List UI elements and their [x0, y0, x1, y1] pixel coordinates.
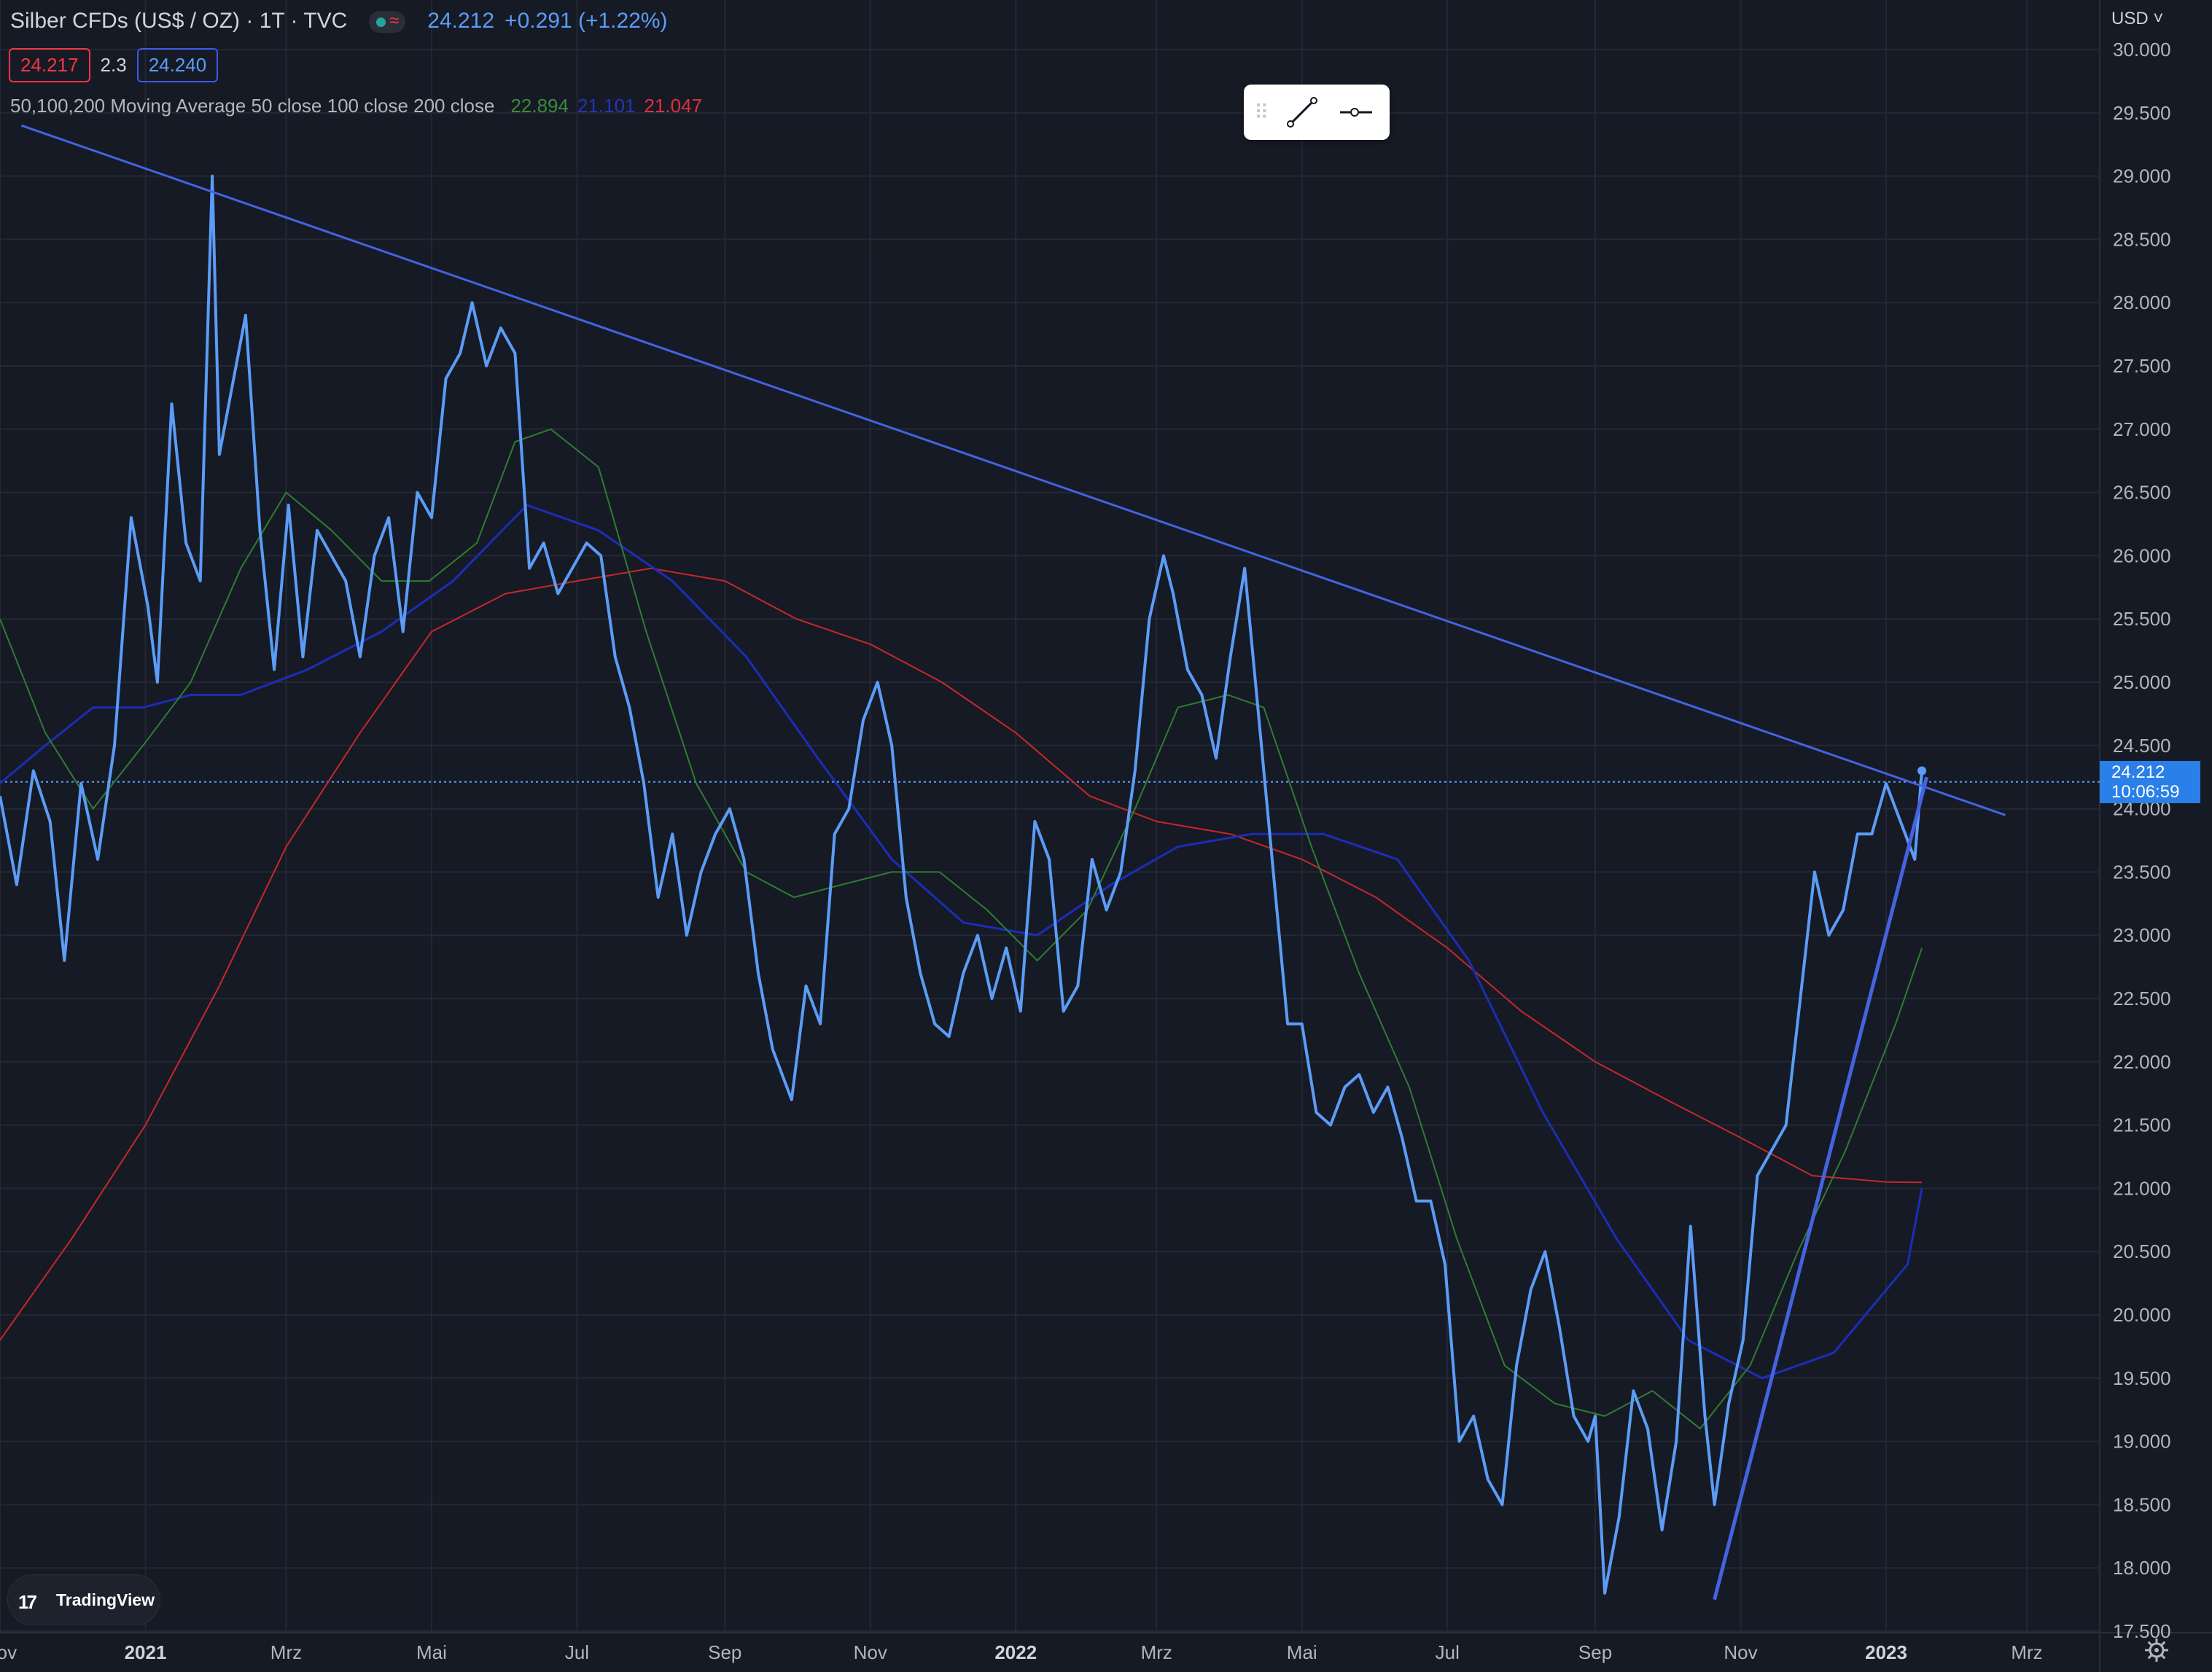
price-tick-label: 29.000 [2113, 165, 2171, 187]
chevron-down-icon: ˅ [2153, 9, 2164, 28]
market-status-badge[interactable]: ≈ [369, 11, 406, 34]
time-tick-label: Mai [416, 1641, 447, 1663]
bar-countdown: 10:06:59 [2111, 781, 2180, 802]
ma50-value: 22.894 [510, 95, 569, 117]
drawing-toolbar[interactable]: ⠿ [1244, 85, 1390, 140]
price-tick-label: 22.500 [2113, 988, 2171, 1009]
time-tick-label: Sep [1578, 1641, 1612, 1663]
ma-label: 50,100,200 Moving Average 50 close 100 c… [10, 95, 495, 117]
series-ma100 [0, 504, 1923, 1380]
price-tick-label: 29.500 [2113, 102, 2171, 124]
wave-icon: ≈ [389, 11, 400, 31]
tradingview-mark-icon: 17 [18, 1591, 37, 1613]
price-tick-label: 25.500 [2113, 608, 2171, 630]
time-tick-label: Nov [854, 1641, 887, 1663]
time-tick-label: Jul [565, 1641, 589, 1663]
price-tick-label: 21.000 [2113, 1177, 2171, 1199]
logo-text: TradingView [56, 1590, 155, 1609]
price-tick-label: 28.500 [2113, 228, 2171, 250]
price-tick-label: 20.000 [2113, 1304, 2171, 1326]
time-tick-label: Nov [0, 1641, 17, 1663]
tradingview-logo[interactable]: 17 TradingView [7, 1574, 160, 1625]
series-ma200 [0, 567, 1923, 1341]
time-tick-label: Nov [1724, 1641, 1757, 1663]
bid-price[interactable]: 24.217 [9, 48, 90, 82]
price-tick-label: 20.500 [2113, 1241, 2171, 1262]
series-layer [0, 174, 1927, 1595]
ma200-value: 21.047 [644, 95, 703, 117]
price-change: +0.291 (+1.22%) [505, 9, 668, 33]
time-tick-label: Jul [1436, 1641, 1460, 1663]
moving-average-legend[interactable]: 50,100,200 Moving Average 50 close 100 c… [10, 95, 702, 117]
drag-handle-icon[interactable]: ⠿ [1254, 101, 1269, 124]
time-tick-label: Mai [1287, 1641, 1317, 1663]
currency-selector[interactable]: USD ˅ [2111, 9, 2163, 29]
price-tick-label: 17.500 [2113, 1620, 2171, 1642]
price-axis[interactable]: 30.000 29.500 29.000 28.500 28.000 27.500 27.0… [2113, 39, 2171, 1642]
bid-ask-bar: 24.217 2.3 24.240 [9, 48, 219, 82]
ma100-value: 21.101 [577, 95, 636, 117]
time-tick-label: 2021 [125, 1641, 167, 1663]
time-tick-label: Mrz [1141, 1641, 1172, 1663]
time-axis[interactable]: Nov 2021 Mrz Mai Jul Sep Nov 2022 Mrz Mai Jul Sep No… [0, 1641, 2043, 1663]
price-tick-label: 28.000 [2113, 292, 2171, 313]
price-tick-label: 19.000 [2113, 1431, 2171, 1453]
price-tick-label: 27.500 [2113, 355, 2171, 377]
price-tick-label: 26.500 [2113, 482, 2171, 504]
trendline-tool-icon[interactable] [1283, 95, 1321, 130]
price-tick-label: 21.500 [2113, 1114, 2171, 1136]
last-price: 24.212 [427, 9, 495, 33]
grid-lines [0, 0, 2100, 1633]
market-open-dot-icon [376, 17, 386, 28]
price-tick-label: 18.000 [2113, 1557, 2171, 1579]
price-tick-label: 18.500 [2113, 1493, 2171, 1515]
price-tick-label: 23.000 [2113, 924, 2171, 946]
trendline-resistance [20, 124, 2006, 816]
price-tick-label: 25.000 [2113, 671, 2171, 693]
trendline-layer[interactable] [20, 124, 2006, 1601]
spread-value: 2.3 [100, 54, 127, 76]
current-price-label: 24.212 10:06:59 [2100, 760, 2200, 803]
time-tick-label: 2023 [1865, 1641, 1907, 1663]
current-price-value: 24.212 [2111, 762, 2165, 782]
price-tick-label: 19.500 [2113, 1367, 2171, 1389]
symbol-title[interactable]: Silber CFDs (US$ / OZ) · 1T · TVC [10, 9, 348, 33]
price-tick-label: 24.500 [2113, 735, 2171, 757]
series-ma50 [0, 428, 1923, 1430]
time-tick-label: 2022 [994, 1641, 1037, 1663]
series-price [0, 174, 1924, 1595]
time-tick-label: Mrz [270, 1641, 302, 1663]
price-tick-label: 22.000 [2113, 1051, 2171, 1073]
ask-price[interactable]: 24.240 [136, 48, 219, 82]
price-tick-label: 26.000 [2113, 544, 2171, 566]
price-tick-label: 30.000 [2113, 39, 2171, 60]
price-tick-label: 23.500 [2113, 861, 2171, 883]
trendline-support [1713, 776, 1929, 1601]
time-tick-label: Sep [708, 1641, 741, 1663]
price-tick-label: 27.000 [2113, 418, 2171, 440]
horizontal-ray-tool-icon[interactable] [1337, 95, 1375, 130]
currency-label: USD [2111, 9, 2149, 28]
gear-icon[interactable] [2143, 1637, 2170, 1663]
last-price-marker [1917, 766, 1927, 776]
symbol-header[interactable]: Silber CFDs (US$ / OZ) · 1T · TVC ≈24.212… [10, 9, 668, 34]
time-tick-label: Mrz [2011, 1641, 2042, 1663]
